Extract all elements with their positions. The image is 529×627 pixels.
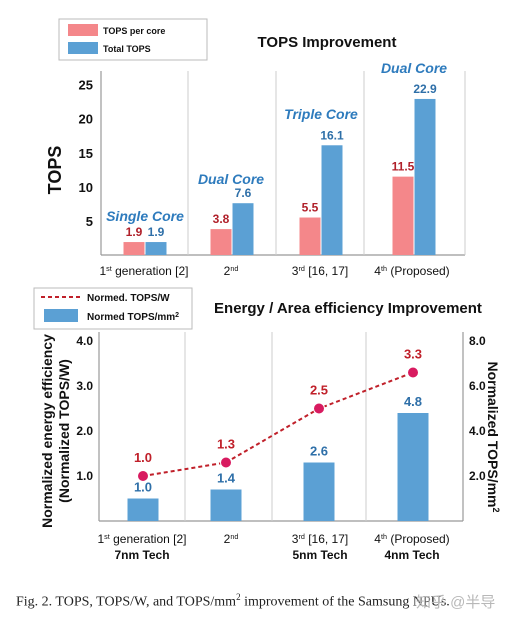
core-annotation: Single Core (106, 208, 184, 224)
legend-label-normed-tops-per-mm2: Normed TOPS/mm2 (87, 312, 179, 324)
y-left-title-line-2: (Normalized TOPS/W) (56, 359, 72, 503)
data-label: 3.3 (404, 347, 422, 362)
data-label: 16.1 (320, 128, 344, 142)
y-axis-title: TOPS (45, 146, 65, 195)
y-left-tick-label: 4.0 (76, 334, 93, 348)
x-tick-label: 1st generation [2] (97, 532, 186, 547)
y-left-tick-label: 1.0 (76, 469, 93, 483)
data-label: 7.6 (235, 186, 252, 200)
legend-label-total-tops: Total TOPS (103, 44, 151, 54)
data-label: 1.0 (134, 480, 152, 495)
y-tick-label: 5 (86, 214, 93, 229)
core-annotation: Triple Core (284, 106, 358, 122)
x-tick-tech-label: 4nm Tech (384, 548, 439, 562)
legend-swatch-tops-per-core (68, 24, 98, 36)
bar-tops-per-core (210, 229, 232, 255)
bar-tops-per-core (392, 176, 414, 255)
legend-swatch-total-tops (68, 42, 98, 54)
x-tick-label: 3rd [16, 17] (292, 264, 348, 279)
data-label: 3.8 (213, 212, 230, 226)
bar-total-tops (145, 242, 167, 255)
line-point (407, 366, 419, 379)
figure-caption: Fig. 2. TOPS, TOPS/W, and TOPS/mm2 impro… (16, 592, 450, 610)
bar-total-tops (232, 203, 254, 255)
bar-normed-tops-per-mm2 (397, 413, 429, 521)
x-tick-tech-label: 5nm Tech (292, 548, 347, 562)
chart-title: TOPS Improvement (258, 34, 397, 51)
x-tick-label: 3rd [16, 17] (292, 532, 348, 547)
x-tick-label: 2nd (224, 264, 239, 279)
y-left-tick-label: 2.0 (76, 424, 93, 438)
watermark: 知乎 @半导 (416, 594, 496, 611)
y-right-tick-label: 4.0 (469, 424, 486, 438)
bar-tops-per-core (123, 242, 145, 255)
data-label: 11.5 (392, 160, 415, 174)
y-right-tick-label: 8.0 (469, 334, 486, 348)
line-point (220, 456, 232, 469)
bar-normed-tops-per-mm2 (210, 489, 242, 521)
bar-normed-tops-per-mm2 (127, 498, 159, 521)
legend-swatch-bar (44, 309, 78, 322)
x-tick-label: 4th (Proposed) (374, 532, 449, 547)
data-label: 5.5 (302, 201, 319, 215)
line-point (137, 470, 149, 482)
data-label: 1.3 (217, 437, 235, 452)
data-label: 1.0 (134, 450, 152, 465)
y-tick-label: 20 (79, 112, 93, 127)
bar-tops-per-core (299, 217, 321, 255)
core-annotation: Dual Core (198, 171, 264, 187)
data-label: 4.8 (404, 394, 422, 409)
x-tick-label: 4th (Proposed) (374, 264, 449, 279)
data-label: 2.6 (310, 444, 328, 459)
legend-box (33, 287, 193, 330)
x-tick-label: 2nd (224, 532, 239, 547)
y-tick-label: 25 (79, 78, 93, 93)
data-label: 1.9 (126, 225, 143, 239)
legend-label-normed-tops-per-w: Normed. TOPS/W (87, 293, 170, 304)
y-left-title-line-1: Normalized energy efficiency (39, 334, 55, 528)
y-right-tick-label: 6.0 (469, 379, 486, 393)
bar-normed-tops-per-mm2 (303, 462, 335, 521)
line-normed-tops-per-w (142, 371, 414, 477)
x-tick-tech-label: 7nm Tech (114, 548, 169, 562)
line-point (313, 402, 325, 415)
bar-total-tops (414, 98, 436, 256)
bar-total-tops (321, 145, 343, 255)
y-right-axis-title: Normalized TOPS/mm2 (485, 361, 501, 512)
y-tick-label: 10 (79, 180, 93, 195)
chart-title: Energy / Area efficiency Improvement (214, 300, 482, 317)
data-label: 2.5 (310, 383, 328, 398)
data-label: 1.4 (217, 471, 236, 486)
data-label: 22.9 (413, 82, 437, 96)
data-label: 1.9 (148, 225, 165, 239)
core-annotation: Dual Core (381, 60, 447, 76)
legend-label-tops-per-core: TOPS per core (103, 26, 165, 36)
y-left-tick-label: 3.0 (76, 379, 93, 393)
y-left-axis-title: Normalized energy efficiency (Normalized … (39, 334, 72, 528)
y-tick-label: 15 (79, 146, 93, 161)
x-tick-label: 1st generation [2] (99, 264, 188, 279)
y-right-tick-label: 2.0 (469, 469, 486, 483)
